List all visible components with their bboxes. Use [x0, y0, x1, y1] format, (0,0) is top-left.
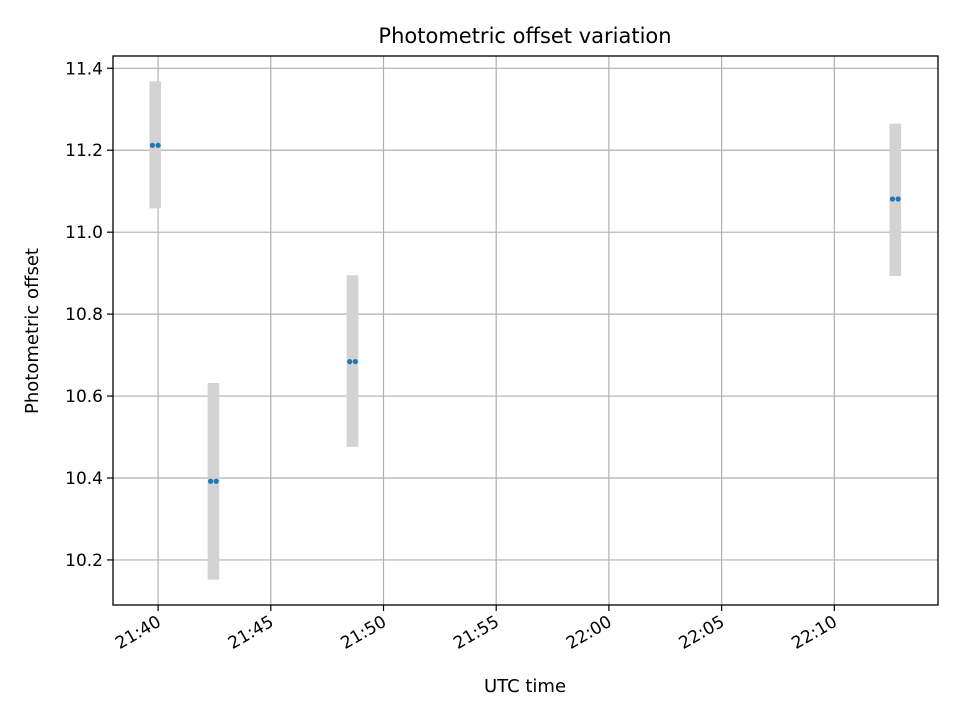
data-points — [149, 142, 901, 484]
y-tick-label: 10.8 — [65, 305, 103, 325]
data-point — [889, 196, 896, 202]
data-point — [895, 196, 901, 202]
y-tick-label: 11.2 — [65, 141, 103, 161]
y-axis-title: Photometric offset — [22, 248, 43, 414]
data-point — [213, 478, 219, 484]
x-axis-title: UTC time — [484, 676, 566, 697]
y-tick-label: 10.4 — [65, 469, 103, 489]
data-point — [208, 478, 214, 484]
y-axis-ticks: 10.2 10.4 10.6 10.8 11.0 11.2 11.4 — [65, 59, 113, 571]
y-tick-label: 11.0 — [65, 223, 103, 243]
data-point — [352, 359, 358, 365]
y-tick-label: 11.4 — [65, 59, 103, 79]
y-tick-label: 10.6 — [65, 387, 103, 407]
y-tick-label: 10.2 — [65, 551, 103, 571]
plot-frame — [112, 55, 939, 606]
grid — [113, 56, 938, 605]
data-point — [155, 142, 161, 148]
chart-title: Photometric offset variation — [378, 24, 671, 48]
data-point — [149, 142, 156, 148]
data-point — [347, 359, 353, 365]
